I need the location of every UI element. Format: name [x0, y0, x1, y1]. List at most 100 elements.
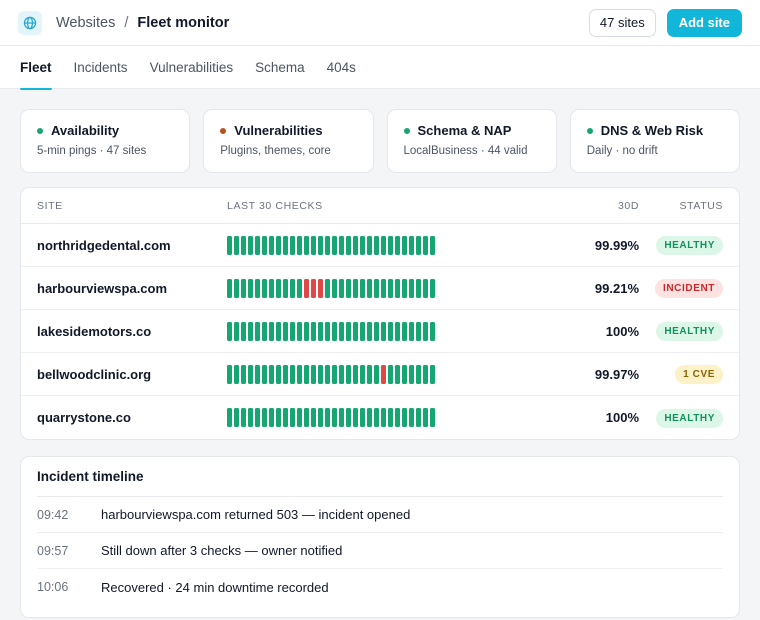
site-name[interactable]: northridgedental.com: [37, 237, 171, 253]
check-bar-ok: [416, 364, 421, 384]
check-bar-ok: [395, 278, 400, 298]
page-title: Fleet monitor: [137, 14, 230, 31]
check-bar-ok: [339, 321, 344, 341]
check-bar-ok: [339, 408, 344, 427]
tab-404s[interactable]: 404s: [326, 60, 356, 75]
check-bar-failed: [304, 278, 309, 298]
status-badge: HEALTHY: [656, 322, 723, 341]
check-bar-ok: [388, 321, 393, 341]
uptime-value: 99.97%: [594, 366, 639, 382]
tab-incidents[interactable]: Incidents: [73, 60, 128, 75]
breadcrumb-separator: /: [124, 14, 129, 31]
check-bar-ok: [227, 321, 232, 341]
check-bar-ok: [332, 235, 337, 255]
timeline-event: 09:42 harbourviewspa.com returned 503 — …: [37, 497, 723, 533]
check-bar-ok: [227, 235, 232, 255]
check-bar-ok: [395, 321, 400, 341]
check-bar-ok: [402, 235, 407, 255]
check-bar-ok: [430, 408, 435, 427]
check-bar-ok: [346, 364, 351, 384]
check-bars: [227, 321, 547, 341]
breadcrumb-websites[interactable]: Websites: [56, 14, 116, 31]
check-bar-ok: [430, 321, 435, 341]
table-row[interactable]: harbourviewspa.com 99.21% INCIDENT: [21, 267, 739, 310]
sites-count-button[interactable]: 47 sites: [588, 8, 656, 37]
summary-cards: Availability 5-min pings · 47 sites Vuln…: [20, 109, 740, 173]
check-bar-ok: [311, 408, 316, 427]
check-bar-ok: [346, 235, 351, 255]
check-bar-ok: [304, 364, 309, 384]
check-bar-ok: [227, 278, 232, 298]
check-bar-ok: [423, 235, 428, 255]
check-bar-ok: [374, 321, 379, 341]
check-bar-ok: [325, 364, 330, 384]
event-text: Recovered · 24 min downtime recorded: [101, 579, 329, 595]
card-availability[interactable]: Availability 5-min pings · 47 sites: [20, 109, 191, 173]
check-bar-ok: [332, 278, 337, 298]
check-bar-ok: [318, 235, 323, 255]
check-bar-ok: [304, 408, 309, 427]
check-bar-ok: [269, 408, 274, 427]
check-bar-ok: [325, 278, 330, 298]
event-time: 09:42: [37, 507, 69, 522]
check-bar-ok: [283, 408, 288, 427]
check-bar-ok: [248, 364, 253, 384]
site-name[interactable]: lakesidemotors.co: [37, 323, 152, 339]
card-dns-web-risk[interactable]: DNS & Web Risk Daily · no drift: [569, 109, 740, 173]
uptime-value: 100%: [605, 410, 639, 425]
check-bar-ok: [255, 278, 260, 298]
tab-schema[interactable]: Schema: [255, 60, 305, 75]
check-bar-ok: [234, 278, 239, 298]
check-bar-ok: [318, 408, 323, 427]
check-bar-ok: [430, 364, 435, 384]
table-row[interactable]: bellwoodclinic.org 99.97% 1 CVE: [21, 353, 739, 396]
check-bar-ok: [395, 235, 400, 255]
check-bars: [227, 364, 547, 384]
check-bar-ok: [360, 364, 365, 384]
check-bar-ok: [283, 321, 288, 341]
site-name[interactable]: quarrystone.co: [37, 410, 131, 425]
check-bar-ok: [339, 278, 344, 298]
check-bar-ok: [283, 235, 288, 255]
check-bars: [227, 408, 547, 427]
site-name[interactable]: bellwoodclinic.org: [37, 366, 152, 382]
check-bar-ok: [339, 364, 344, 384]
tab-fleet[interactable]: Fleet: [20, 46, 52, 90]
check-bar-ok: [416, 321, 421, 341]
check-bar-ok: [269, 278, 274, 298]
check-bar-ok: [325, 321, 330, 341]
tab-vulnerabilities[interactable]: Vulnerabilities: [149, 60, 234, 75]
status-dot: [403, 127, 410, 134]
check-bar-ok: [367, 235, 372, 255]
table-row[interactable]: quarrystone.co 100% HEALTHY: [21, 396, 739, 439]
status-badge: HEALTHY: [656, 236, 723, 255]
table-row[interactable]: northridgedental.com 99.99% HEALTHY: [21, 224, 739, 267]
table-row[interactable]: lakesidemotors.co 100% HEALTHY: [21, 310, 739, 353]
check-bar-ok: [297, 278, 302, 298]
check-bar-ok: [346, 278, 351, 298]
card-vulnerabilities[interactable]: Vulnerabilities Plugins, themes, core: [203, 109, 374, 173]
add-site-button[interactable]: Add site: [666, 8, 742, 37]
check-bar-ok: [381, 321, 386, 341]
check-bar-ok: [269, 235, 274, 255]
site-name[interactable]: harbourviewspa.com: [37, 280, 168, 296]
check-bars: [227, 278, 547, 298]
check-bar-ok: [248, 321, 253, 341]
check-bar-ok: [276, 408, 281, 427]
check-bar-ok: [297, 364, 302, 384]
check-bar-ok: [304, 321, 309, 341]
card-subtitle: 5-min pings · 47 sites: [37, 145, 147, 157]
check-bar-ok: [367, 364, 372, 384]
check-bar-ok: [423, 364, 428, 384]
check-bar-ok: [269, 364, 274, 384]
check-bar-ok: [353, 364, 358, 384]
header-checks: LAST 30 CHECKS: [227, 199, 323, 212]
card-title: Schema & NAP: [417, 123, 512, 138]
card-schema-nap[interactable]: Schema & NAP LocalBusiness · 44 valid: [386, 109, 557, 173]
check-bar-ok: [423, 278, 428, 298]
check-bar-ok: [241, 278, 246, 298]
check-bar-ok: [416, 408, 421, 427]
check-bar-ok: [227, 408, 232, 427]
check-bar-ok: [290, 278, 295, 298]
check-bar-ok: [290, 235, 295, 255]
